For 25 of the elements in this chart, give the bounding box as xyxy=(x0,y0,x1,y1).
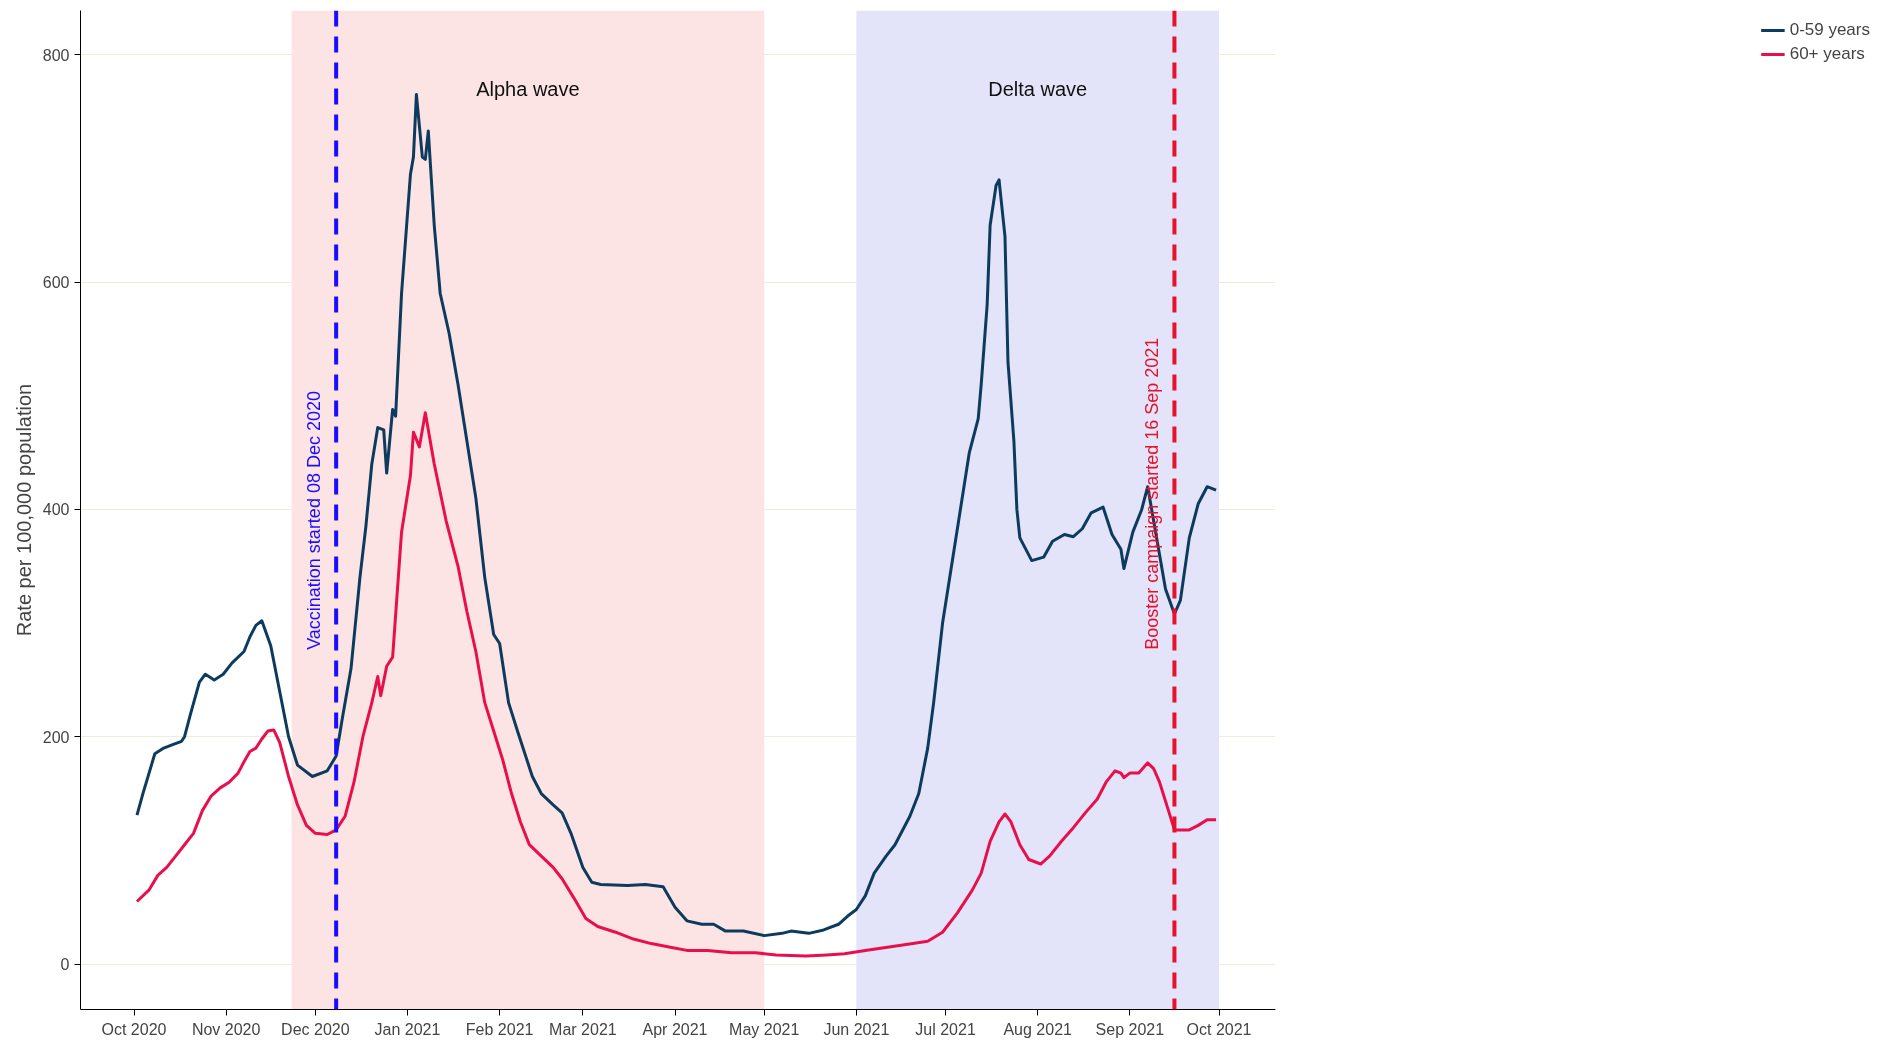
x-tick-label: Dec 2020 xyxy=(281,1020,350,1038)
ref-line-label: Vaccination started 08 Dec 2020 xyxy=(304,391,325,650)
y-tick-label: 200 xyxy=(42,728,70,746)
y-tick-label: 0 xyxy=(60,956,70,974)
band-label: Alpha wave xyxy=(476,78,580,101)
x-tick-label: Feb 2021 xyxy=(465,1020,534,1038)
band-label: Delta wave xyxy=(988,78,1088,101)
x-tick-label: Oct 2021 xyxy=(1186,1020,1252,1038)
x-tick-label: Jun 2021 xyxy=(823,1020,890,1038)
x-tick-label: Aug 2021 xyxy=(1003,1020,1073,1038)
legend-label: 60+ years xyxy=(1789,44,1865,64)
y-axis-title: Rate per 100,000 population xyxy=(12,383,35,637)
x-tick-label: Apr 2021 xyxy=(642,1020,708,1038)
x-tick-label: Sep 2021 xyxy=(1095,1020,1165,1038)
x-tick-label: Oct 2020 xyxy=(101,1020,167,1038)
y-tick-label: 600 xyxy=(42,274,70,292)
x-tick-label: Jan 2021 xyxy=(374,1020,441,1038)
x-tick-label: May 2021 xyxy=(729,1020,800,1038)
x-tick-label: Nov 2020 xyxy=(191,1020,261,1038)
ref-line-label: Booster campaign started 16 Sep 2021 xyxy=(1142,337,1163,650)
x-tick-label: Jul 2021 xyxy=(915,1020,976,1038)
y-tick-label: 800 xyxy=(42,46,70,64)
legend-label: 0-59 years xyxy=(1789,20,1870,40)
y-tick-label: 400 xyxy=(42,501,70,519)
x-tick-label: Mar 2021 xyxy=(549,1020,617,1038)
